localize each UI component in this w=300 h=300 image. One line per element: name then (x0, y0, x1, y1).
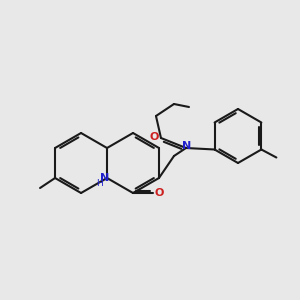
Text: N: N (100, 173, 109, 183)
Text: O: O (154, 188, 164, 198)
Text: N: N (182, 141, 192, 151)
Text: H: H (96, 178, 102, 188)
Text: O: O (149, 132, 159, 142)
